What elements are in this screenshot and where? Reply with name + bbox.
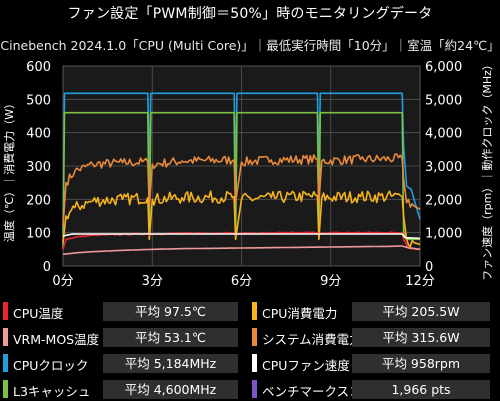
series-line (62, 233, 420, 240)
y-tick-right: 1,000 (425, 227, 462, 242)
y-tick-right: 3,000 (425, 160, 462, 175)
legend-item: ベンチマークスコア 1,966 pts (252, 377, 490, 401)
y-tick-left: 0 (43, 260, 51, 275)
chart-subtitle: Cinebench 2024.1.0「CPU (Multi Core)」｜最低実… (0, 38, 500, 53)
legend-value: 平均 958rpm (352, 354, 490, 373)
legend-swatch (252, 302, 257, 320)
legend-item: CPUクロック 平均 5,184MHz (3, 351, 238, 375)
series-line (62, 190, 421, 248)
legend-item: L3キャッシュ 平均 4,600MHz (3, 377, 238, 401)
monitoring-chart: 0 100 200 300 400 500 600 0 1,000 2,000 3,000 4,000… (2, 59, 494, 289)
legend-value: 平均 4,600MHz (103, 380, 238, 399)
legend-value: 平均 205.5W (352, 302, 490, 321)
legend-swatch (252, 354, 257, 372)
series-line (62, 92, 421, 233)
legend-item: VRM-MOS温度 平均 53.1℃ (3, 325, 238, 349)
y-tick-left: 100 (26, 227, 51, 242)
y-axis-right-label: ファン速度（rpm）｜動作クロック（MHz） (480, 59, 494, 281)
legend-value: 平均 5,184MHz (103, 354, 238, 373)
legend-label: L3キャッシュ (13, 384, 91, 399)
series-line (62, 153, 421, 227)
y-tick-left: 600 (26, 60, 51, 75)
x-tick: 9分 (320, 274, 341, 289)
legend-swatch (252, 328, 257, 346)
legend-label: CPU温度 (13, 306, 64, 321)
y-tick-right: 5,000 (425, 93, 462, 108)
legend-swatch (3, 302, 8, 320)
y-axis-left-label: 温度（℃）｜消費電力（W） (2, 98, 16, 242)
y-tick-left: 400 (26, 127, 51, 142)
series-layer (62, 92, 421, 256)
legend-value: 1,966 pts (352, 380, 490, 399)
legend-label: CPUファン速度 (262, 358, 350, 373)
legend-item: CPU温度 平均 97.5℃ (3, 299, 238, 323)
legend-label: VRM-MOS温度 (13, 332, 100, 347)
legend-item: CPUファン速度 平均 958rpm (252, 351, 490, 375)
legend-label: CPUクロック (13, 358, 89, 373)
x-tick: 6分 (231, 274, 252, 289)
y-tick-right: 0 (425, 260, 433, 275)
x-tick: 3分 (142, 274, 163, 289)
x-tick: 0分 (52, 274, 73, 289)
legend: CPU温度 平均 97.5℃ CPU消費電力 平均 205.5W VRM-MOS温度 平均… (0, 295, 500, 400)
series-line (62, 245, 421, 256)
y-tick-left: 200 (26, 193, 51, 208)
y-tick-right: 6,000 (425, 60, 462, 75)
y-tick-left: 300 (26, 160, 51, 175)
legend-value: 平均 97.5℃ (103, 302, 238, 321)
legend-label: システム消費電力 (262, 332, 362, 347)
legend-swatch (3, 328, 8, 346)
legend-label: CPU消費電力 (262, 306, 338, 321)
legend-label: ベンチマークスコア (262, 384, 375, 399)
y-tick-right: 4,000 (425, 127, 462, 142)
legend-swatch (3, 354, 8, 372)
legend-swatch (252, 380, 257, 398)
x-tick: 12分 (405, 274, 435, 289)
series-line (62, 111, 420, 250)
y-tick-right: 2,000 (425, 193, 462, 208)
tick-labels: 0 100 200 300 400 500 600 0 1,000 2,000 3,000 4,000… (26, 60, 462, 289)
legend-value: 平均 315.6W (352, 328, 490, 347)
legend-swatch (3, 380, 8, 398)
y-tick-left: 500 (26, 93, 51, 108)
legend-value: 平均 53.1℃ (103, 328, 238, 347)
legend-item: システム消費電力 平均 315.6W (252, 325, 490, 349)
chart-title: ファン設定「PWM制御＝50%」時のモニタリングデータ (67, 6, 433, 22)
legend-item: CPU消費電力 平均 205.5W (252, 299, 490, 323)
